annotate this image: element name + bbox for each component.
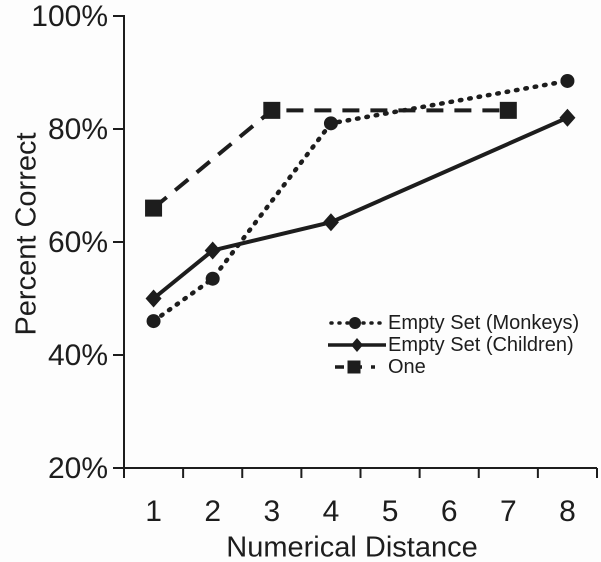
legend-item-one: One <box>328 356 579 378</box>
y-tick-label: 100% <box>31 0 108 33</box>
circle-marker <box>323 116 338 131</box>
x-tick-label: 2 <box>204 495 221 528</box>
x-tick-label: 5 <box>382 495 399 528</box>
y-tick-label: 40% <box>48 339 108 372</box>
square-marker <box>263 101 281 119</box>
solid-line-diamond-marker-icon <box>328 338 386 352</box>
x-tick-label: 8 <box>559 495 576 528</box>
x-axis-title: Numerical Distance <box>226 531 478 562</box>
circle-marker <box>205 271 220 286</box>
dashed-line-square-marker-icon <box>335 360 375 374</box>
diamond-marker <box>145 289 162 308</box>
x-tick-label: 3 <box>263 495 280 528</box>
legend: Empty Set (Monkeys) Empty Set (Children)… <box>328 312 579 378</box>
x-tick-label: 7 <box>500 495 517 528</box>
dotted-line-circle-marker-icon <box>329 317 383 329</box>
circle-marker <box>349 317 361 329</box>
y-tick-label: 80% <box>48 113 108 146</box>
series-line-solid <box>152 115 569 301</box>
legend-label-one: One <box>388 355 426 378</box>
circle-marker <box>560 73 575 88</box>
y-tick-label: 60% <box>48 226 108 259</box>
diamond-marker <box>559 108 576 127</box>
series-line-dotted <box>151 78 570 324</box>
square-marker <box>499 101 517 119</box>
legend-item-empty-set-monkeys: Empty Set (Monkeys) <box>328 312 579 334</box>
diamond-marker <box>204 241 221 260</box>
diamond-marker <box>351 338 363 352</box>
x-tick-label: 6 <box>441 495 458 528</box>
legend-item-empty-set-children: Empty Set (Children) <box>328 334 579 356</box>
diamond-marker <box>322 213 339 232</box>
square-marker <box>347 360 361 374</box>
legend-label-empty-set-children: Empty Set (Children) <box>388 333 574 356</box>
y-axis-title: Percent Correct <box>10 132 43 336</box>
circle-marker <box>146 314 161 329</box>
x-tick-label: 1 <box>145 495 162 528</box>
legend-label-empty-set-monkeys: Empty Set (Monkeys) <box>388 311 580 334</box>
x-tick-label: 4 <box>323 495 340 528</box>
square-marker <box>145 199 163 217</box>
y-tick-label: 20% <box>48 452 108 485</box>
